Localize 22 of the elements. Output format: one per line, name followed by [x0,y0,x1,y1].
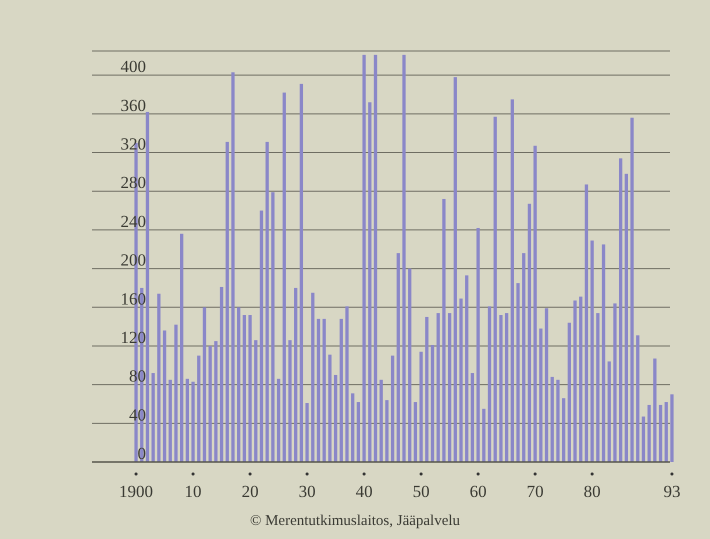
x-tick-label: 10 [184,482,202,501]
y-tick-label: 200 [120,250,146,270]
x-tick-label: 50 [412,482,430,501]
y-tick-label: 400 [120,57,146,76]
y-tick-label: 80 [129,366,146,386]
x-tick-label: 93 [663,482,680,501]
y-tick-label: 0 [138,444,146,463]
y-tick-label: 360 [120,96,146,115]
y-tick-label: 320 [120,134,146,154]
x-tick-label: 70 [526,482,544,501]
x-tick-label: 20 [242,482,259,501]
x-tick-label: 60 [470,482,487,501]
x-tick-label: 40 [356,482,373,501]
y-tick-label: 160 [120,289,146,308]
x-tick-label: 1900 [119,482,154,501]
y-tick-label: 280 [120,173,146,192]
y-tick-label: 120 [120,328,146,347]
y-tick-label: 40 [129,405,146,424]
x-tick-label: 30 [298,482,316,501]
text: © Merentutkimuslaitos, Jääpalvelu [250,513,461,529]
y-tick-label: 240 [120,212,146,231]
x-tick-label: 80 [584,482,601,501]
